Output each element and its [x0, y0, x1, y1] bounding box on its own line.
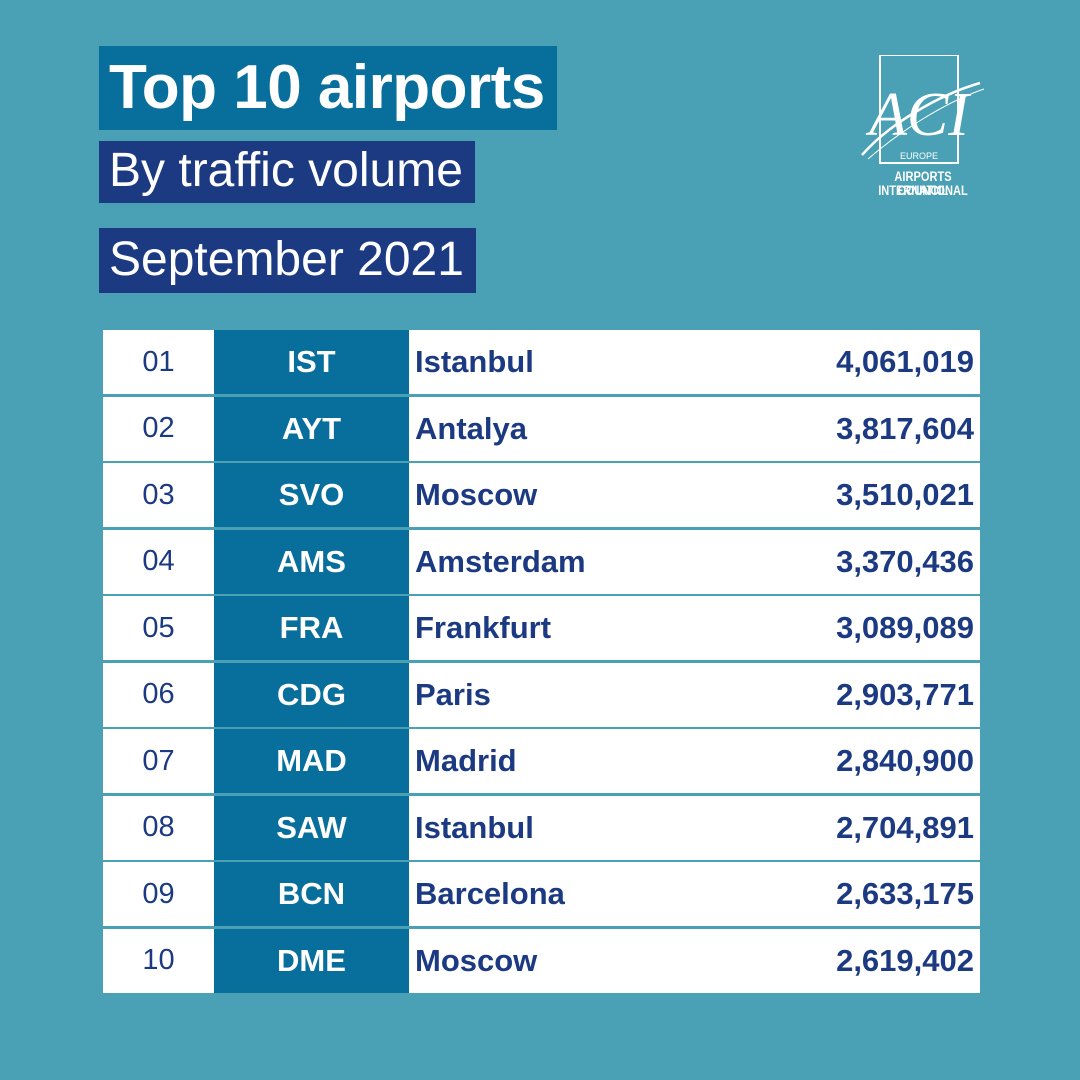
aci-europe-logo: ACI EUROPE AIRPORTS COUNCIL INTERNATIONA… — [858, 55, 988, 205]
city-cell: Frankfurt — [409, 596, 695, 660]
table-row: 02 AYT Antalya 3,817,604 — [103, 396, 980, 461]
rank-cell: 02 — [103, 396, 214, 461]
aci-logo-region: EUROPE — [900, 151, 938, 161]
passenger-count-cell: 3,510,021 — [695, 463, 980, 527]
airport-code-cell: SAW — [214, 795, 409, 860]
airport-code-cell: MAD — [214, 729, 409, 793]
rank-cell: 09 — [103, 862, 214, 926]
rank-cell: 03 — [103, 463, 214, 527]
page-subtitle: By traffic volume — [99, 141, 475, 203]
passenger-count-cell: 4,061,019 — [695, 330, 980, 394]
city-cell: Moscow — [409, 463, 695, 527]
airports-table: 01 IST Istanbul 4,061,019 02 AYT Antalya 3,817,… — [103, 330, 980, 995]
table-row: 08 SAW Istanbul 2,704,891 — [103, 795, 980, 860]
rank-cell: 10 — [103, 928, 214, 993]
table-row: 04 AMS Amsterdam 3,370,436 — [103, 529, 980, 594]
table-row: 09 BCN Barcelona 2,633,175 — [103, 862, 980, 926]
city-cell: Amsterdam — [409, 529, 695, 594]
table-row: 03 SVO Moscow 3,510,021 — [103, 463, 980, 527]
city-cell: Istanbul — [409, 795, 695, 860]
rank-cell: 07 — [103, 729, 214, 793]
logo-line-1: AIRPORTS COUNCIL — [894, 169, 952, 198]
city-cell: Moscow — [409, 928, 695, 993]
city-cell: Madrid — [409, 729, 695, 793]
page-title: Top 10 airports — [99, 46, 557, 130]
passenger-count-cell: 2,619,402 — [695, 928, 980, 993]
airport-code-cell: DME — [214, 928, 409, 993]
airport-code-cell: CDG — [214, 662, 409, 727]
airport-code-cell: AMS — [214, 529, 409, 594]
city-cell: Istanbul — [409, 330, 695, 394]
passenger-count-cell: 2,903,771 — [695, 662, 980, 727]
passenger-count-cell: 2,704,891 — [695, 795, 980, 860]
city-cell: Paris — [409, 662, 695, 727]
city-cell: Barcelona — [409, 862, 695, 926]
airport-code-cell: SVO — [214, 463, 409, 527]
airport-code-cell: AYT — [214, 396, 409, 461]
rank-cell: 04 — [103, 529, 214, 594]
rank-cell: 01 — [103, 330, 214, 394]
passenger-count-cell: 3,089,089 — [695, 596, 980, 660]
table-row: 01 IST Istanbul 4,061,019 — [103, 330, 980, 394]
table-row: 05 FRA Frankfurt 3,089,089 — [103, 596, 980, 660]
table-row: 10 DME Moscow 2,619,402 — [103, 928, 980, 993]
passenger-count-cell: 2,840,900 — [695, 729, 980, 793]
rank-cell: 08 — [103, 795, 214, 860]
logo-line-2: INTERNATIONAL — [878, 183, 968, 198]
rank-cell: 05 — [103, 596, 214, 660]
city-cell: Antalya — [409, 396, 695, 461]
passenger-count-cell: 3,370,436 — [695, 529, 980, 594]
table-row: 06 CDG Paris 2,903,771 — [103, 662, 980, 727]
airport-code-cell: IST — [214, 330, 409, 394]
table-row: 07 MAD Madrid 2,840,900 — [103, 729, 980, 793]
period-label: September 2021 — [99, 228, 476, 293]
passenger-count-cell: 2,633,175 — [695, 862, 980, 926]
passenger-count-cell: 3,817,604 — [695, 396, 980, 461]
rank-cell: 06 — [103, 662, 214, 727]
airport-code-cell: BCN — [214, 862, 409, 926]
aci-logo-icon: ACI EUROPE — [861, 55, 985, 164]
airport-code-cell: FRA — [214, 596, 409, 660]
